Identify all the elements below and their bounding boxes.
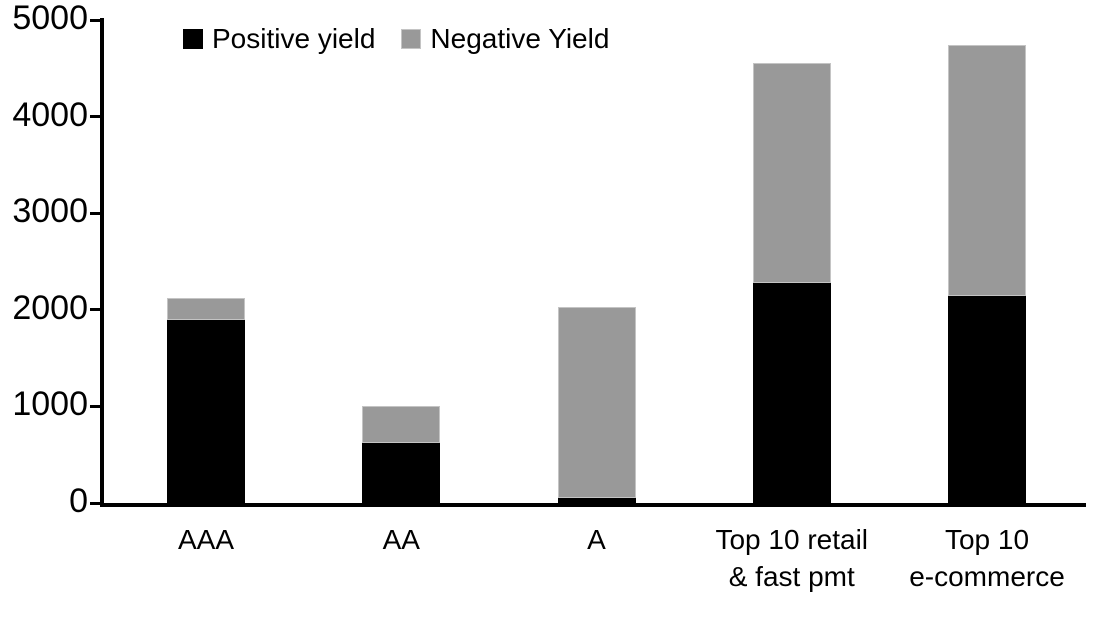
bar-segment-negative-yield <box>752 63 831 283</box>
bar-segment-negative-yield <box>557 306 636 499</box>
bar-segment-negative-yield <box>362 406 441 444</box>
y-axis-line <box>100 18 104 507</box>
legend-item-positive-yield: Positive yield <box>183 23 376 54</box>
legend-label-negative-yield: Negative Yield <box>430 23 610 54</box>
y-axis-tick-label: 5000 <box>12 0 88 37</box>
y-axis-tick-mark <box>90 18 101 22</box>
bar-segment-negative-yield <box>948 45 1026 297</box>
y-axis-tick-label: 2000 <box>12 288 88 327</box>
y-axis-tick-mark <box>90 308 101 312</box>
x-axis-category-label: Top 10 retail & fast pmt <box>715 524 869 592</box>
y-axis-tick-mark <box>90 115 101 119</box>
x-axis-category-label: AAA <box>177 524 235 555</box>
y-axis-tick-label: 3000 <box>12 192 88 231</box>
legend: Positive yield Negative Yield <box>183 23 610 54</box>
bar-segment-positive-yield <box>557 498 636 503</box>
negative-yield-swatch-icon <box>401 29 422 49</box>
bar-segment-positive-yield <box>948 296 1026 503</box>
y-axis-tick-mark <box>90 501 101 505</box>
y-axis-tick-label: 4000 <box>12 95 88 134</box>
x-axis-category-label: A <box>587 524 606 555</box>
y-axis-tick-mark <box>90 404 101 408</box>
legend-label-positive-yield: Positive yield <box>212 23 376 54</box>
bar-segment-negative-yield <box>167 298 245 321</box>
y-axis-tick-mark <box>90 211 101 215</box>
bar-segment-positive-yield <box>167 320 245 503</box>
bar-segment-positive-yield <box>752 282 831 503</box>
x-axis-category-label: AA <box>382 524 420 555</box>
y-axis-tick-label: 1000 <box>12 385 88 424</box>
positive-yield-swatch-icon <box>183 29 203 49</box>
legend-item-negative-yield: Negative Yield <box>401 23 610 54</box>
x-axis-category-label: Top 10 e-commerce <box>909 524 1065 592</box>
y-axis-tick-label: 0 <box>69 481 88 520</box>
x-axis-line <box>100 503 1086 507</box>
bar-segment-positive-yield <box>362 443 441 503</box>
